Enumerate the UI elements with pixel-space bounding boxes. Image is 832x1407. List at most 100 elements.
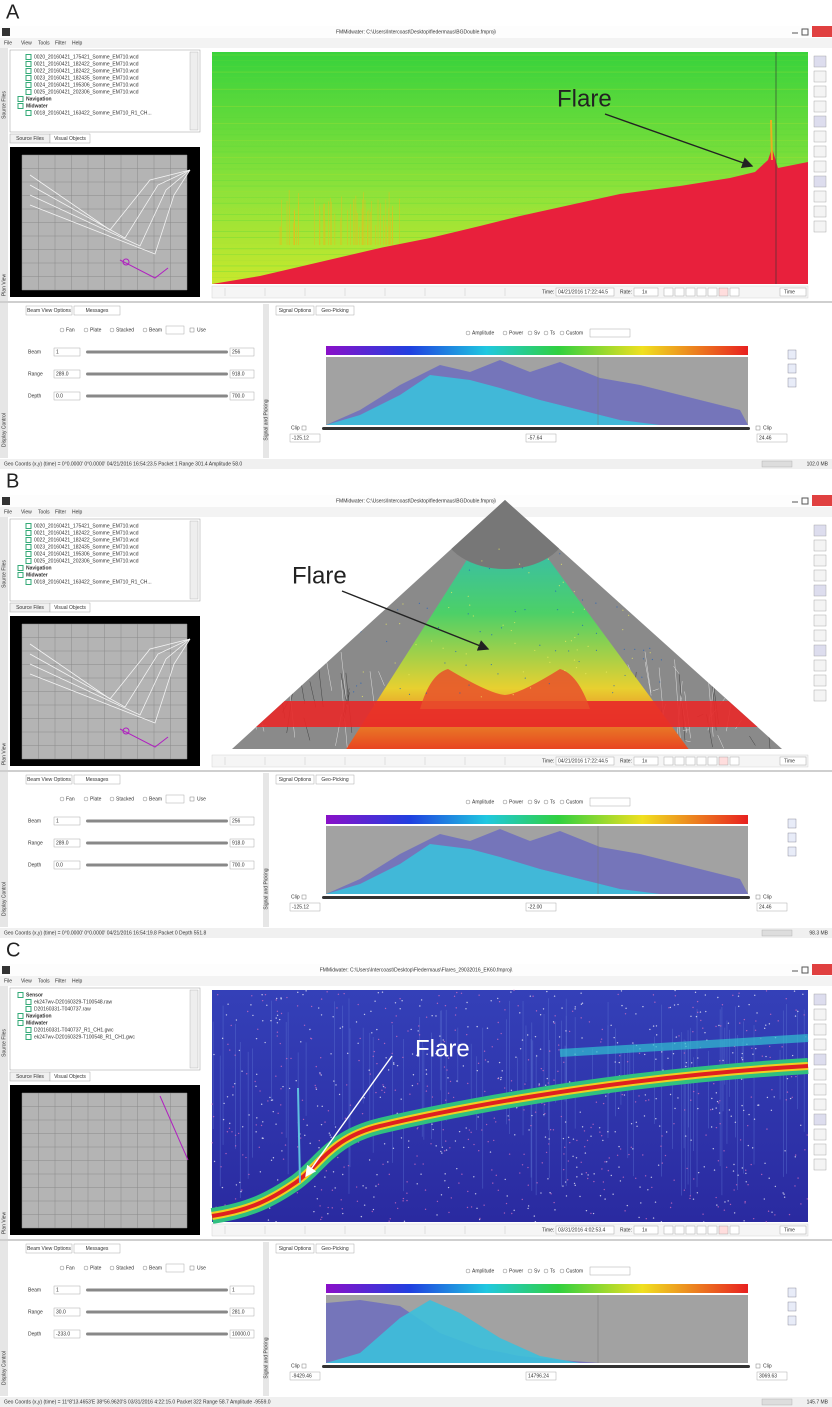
tree-item[interactable]: 0022_20160421_182422_Somme_EM710.wcd bbox=[34, 68, 139, 74]
radio-label[interactable]: Beam bbox=[149, 796, 162, 802]
playback-button[interactable] bbox=[664, 757, 673, 765]
radio[interactable] bbox=[528, 331, 532, 335]
radio-label[interactable]: Plate bbox=[90, 1265, 102, 1271]
tab-label[interactable]: Beam View Options bbox=[27, 1246, 71, 1252]
playback-button[interactable] bbox=[686, 288, 695, 296]
tree-item[interactable]: 0021_20160421_182422_Somme_EM710.wcd bbox=[34, 61, 139, 67]
clip-slider[interactable] bbox=[322, 896, 750, 899]
tree-item[interactable]: 0025_20160421_202306_Somme_EM710.wcd bbox=[34, 89, 139, 95]
radio[interactable] bbox=[466, 800, 470, 804]
menu-item[interactable]: Filter bbox=[55, 978, 66, 984]
tree-checkbox[interactable] bbox=[18, 1021, 23, 1026]
tool-button[interactable] bbox=[814, 525, 826, 536]
menu-item[interactable]: File bbox=[4, 509, 12, 515]
tree-item[interactable]: 0025_20160421_202306_Somme_EM710.wcd bbox=[34, 558, 139, 564]
tree-checkbox[interactable] bbox=[26, 524, 31, 529]
radio-label[interactable]: Plate bbox=[90, 327, 102, 333]
tab-label[interactable]: Beam View Options bbox=[27, 308, 71, 314]
radio-label[interactable]: Custom bbox=[566, 799, 583, 805]
radio-label[interactable]: Ts bbox=[550, 799, 556, 805]
tab-label[interactable]: Messages bbox=[86, 1246, 109, 1252]
radio-label[interactable]: Sv bbox=[534, 799, 540, 805]
tree-item[interactable]: 0023_20160421_182435_Somme_EM710.wcd bbox=[34, 75, 139, 81]
playback-button[interactable] bbox=[708, 757, 717, 765]
tree-checkbox[interactable] bbox=[26, 83, 31, 88]
radio[interactable] bbox=[110, 1266, 114, 1270]
tree-item[interactable]: 0020_20160421_175421_Somme_EM710.wcd bbox=[34, 54, 139, 60]
playback-button[interactable] bbox=[697, 288, 706, 296]
radio-label[interactable]: Ts bbox=[550, 1268, 556, 1274]
tab-label[interactable]: Geo-Picking bbox=[321, 777, 348, 783]
tool-button[interactable] bbox=[814, 1159, 826, 1170]
tree-checkbox[interactable] bbox=[26, 559, 31, 564]
radio-label[interactable]: Sv bbox=[534, 330, 540, 336]
tree-checkbox[interactable] bbox=[26, 1028, 31, 1033]
tool-button[interactable] bbox=[814, 1129, 826, 1140]
side-icon[interactable] bbox=[788, 378, 796, 387]
tab-label[interactable]: Messages bbox=[86, 308, 109, 314]
tree-item[interactable]: 0022_20160421_182422_Somme_EM710.wcd bbox=[34, 537, 139, 543]
tree-checkbox[interactable] bbox=[18, 566, 23, 571]
slider-track[interactable] bbox=[86, 373, 228, 376]
tool-button[interactable] bbox=[814, 71, 826, 82]
tool-button[interactable] bbox=[814, 555, 826, 566]
tree-checkbox[interactable] bbox=[26, 1000, 31, 1005]
radio[interactable] bbox=[466, 331, 470, 335]
clip-slider[interactable] bbox=[322, 1365, 750, 1368]
playback-button[interactable] bbox=[664, 288, 673, 296]
radio-label[interactable]: Custom bbox=[566, 1268, 583, 1274]
clip-slider[interactable] bbox=[322, 427, 750, 430]
tree-item[interactable]: 0024_20160421_195306_Somme_EM710.wcd bbox=[34, 82, 139, 88]
checkbox[interactable] bbox=[302, 1364, 306, 1368]
radio[interactable] bbox=[466, 1269, 470, 1273]
tool-button[interactable] bbox=[814, 630, 826, 641]
radio-label[interactable]: Beam bbox=[149, 1265, 162, 1271]
tab-label[interactable]: Source Files bbox=[16, 1074, 44, 1080]
radio[interactable] bbox=[143, 1266, 147, 1270]
radio-label[interactable]: Stacked bbox=[116, 796, 134, 802]
tree-checkbox[interactable] bbox=[26, 552, 31, 557]
menu-item[interactable]: Filter bbox=[55, 509, 66, 515]
tree-item[interactable]: 0018_20160421_163422_Somme_EM710_R1_CH..… bbox=[34, 110, 152, 116]
tool-button[interactable] bbox=[814, 131, 826, 142]
playback-button[interactable] bbox=[708, 1226, 717, 1234]
tool-button[interactable] bbox=[814, 176, 826, 187]
checkbox[interactable] bbox=[190, 1266, 194, 1270]
playback-button[interactable] bbox=[730, 757, 739, 765]
tool-button[interactable] bbox=[814, 645, 826, 656]
tab-label[interactable]: Geo-Picking bbox=[321, 308, 348, 314]
playback-button[interactable] bbox=[675, 1226, 684, 1234]
radio-label[interactable]: Power bbox=[509, 799, 524, 805]
playback-button[interactable] bbox=[686, 1226, 695, 1234]
side-icon[interactable] bbox=[788, 1302, 796, 1311]
slider-track[interactable] bbox=[86, 395, 228, 398]
radio[interactable] bbox=[544, 800, 548, 804]
playback-button[interactable] bbox=[675, 288, 684, 296]
radio-label[interactable]: Beam bbox=[149, 327, 162, 333]
side-icon[interactable] bbox=[788, 1316, 796, 1325]
radio-label[interactable]: Fan bbox=[66, 796, 75, 802]
tree-checkbox[interactable] bbox=[26, 1007, 31, 1012]
close-button[interactable] bbox=[812, 495, 832, 506]
tab-label[interactable]: Signal Options bbox=[279, 1246, 312, 1252]
side-icon[interactable] bbox=[788, 364, 796, 373]
playback-button[interactable] bbox=[719, 288, 728, 296]
tab-label[interactable]: Visual Objects bbox=[54, 136, 86, 142]
tree-checkbox[interactable] bbox=[18, 104, 23, 109]
tool-button[interactable] bbox=[814, 146, 826, 157]
tool-button[interactable] bbox=[814, 1054, 826, 1065]
tab-label[interactable]: Signal Options bbox=[279, 777, 312, 783]
radio-label[interactable]: Fan bbox=[66, 1265, 75, 1271]
tool-button[interactable] bbox=[814, 540, 826, 551]
playback-button[interactable] bbox=[664, 1226, 673, 1234]
tree-checkbox[interactable] bbox=[26, 76, 31, 81]
tree-scrollbar[interactable] bbox=[190, 52, 198, 130]
tree-checkbox[interactable] bbox=[26, 538, 31, 543]
tab-label[interactable]: Source Files bbox=[16, 136, 44, 142]
slider-track[interactable] bbox=[86, 1311, 228, 1314]
slider-track[interactable] bbox=[86, 842, 228, 845]
radio-label[interactable]: Sv bbox=[534, 1268, 540, 1274]
tree-checkbox[interactable] bbox=[26, 55, 31, 60]
tree-checkbox[interactable] bbox=[26, 580, 31, 585]
close-button[interactable] bbox=[812, 26, 832, 37]
